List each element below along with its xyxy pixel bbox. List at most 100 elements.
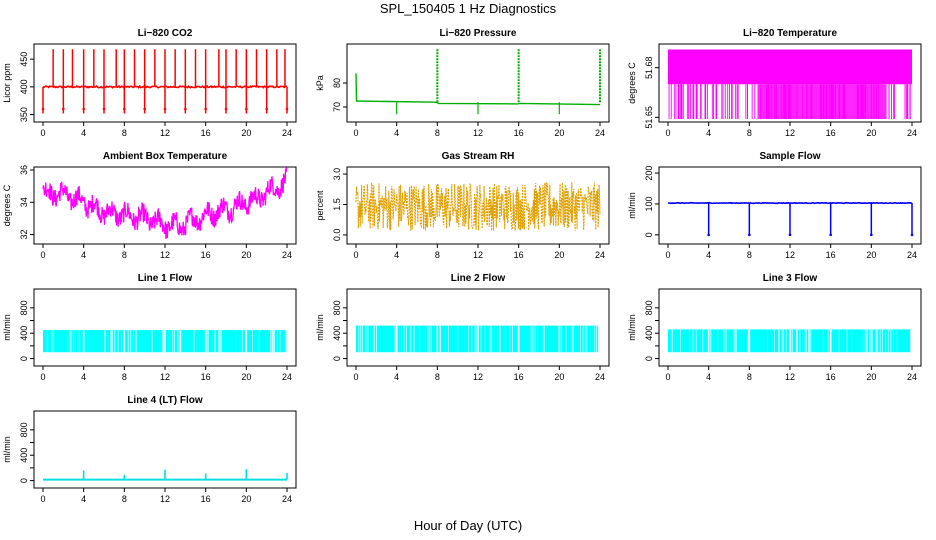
y-tick-label: 400	[19, 448, 29, 463]
data-point	[265, 107, 268, 111]
x-tick-label: 24	[907, 250, 917, 260]
x-tick-label: 16	[201, 372, 211, 382]
y-tick-label: 3.0	[332, 168, 342, 181]
data-point	[829, 233, 832, 237]
series-line	[42, 167, 288, 239]
data-band	[668, 49, 912, 85]
data-point	[123, 107, 126, 111]
y-tick-label: 100	[644, 196, 654, 211]
y-axis-label: ml/min	[2, 314, 12, 341]
data-series	[43, 328, 287, 357]
x-tick-label: 0	[40, 494, 45, 504]
y-axis-label: degrees C	[2, 184, 12, 226]
data-point	[204, 107, 207, 111]
x-tick-label: 4	[81, 372, 86, 382]
data-series	[355, 49, 601, 115]
x-tick-label: 20	[866, 128, 876, 138]
series-line	[355, 73, 601, 106]
y-tick-label: 0	[644, 356, 654, 361]
x-tick-label: 12	[785, 250, 795, 260]
y-tick-label: 200	[644, 166, 654, 181]
x-tick-label: 0	[353, 250, 358, 260]
panel-8: Line 3 Flow 0 4 8 12 16 20 24 0 400 800 ml/min	[627, 273, 922, 382]
x-tick-label: 8	[122, 494, 127, 504]
y-tick-label: 800	[19, 422, 29, 437]
data-point	[163, 107, 167, 111]
x-tick-label: 4	[706, 250, 711, 260]
x-tick-label: 24	[595, 128, 605, 138]
x-tick-label: 8	[435, 250, 440, 260]
y-tick-label: 80	[332, 78, 342, 88]
x-tick-label: 12	[160, 250, 170, 260]
y-tick-label: 450	[19, 52, 29, 67]
x-tick-label: 20	[241, 494, 251, 504]
data-point	[41, 107, 45, 111]
y-tick-label: 51.65	[644, 106, 654, 129]
data-band	[757, 84, 887, 119]
x-tick-label: 20	[241, 372, 251, 382]
y-tick-label: 400	[644, 326, 654, 341]
y-tick-label: 1.5	[332, 198, 342, 211]
data-point	[62, 107, 65, 111]
data-point	[870, 233, 873, 237]
panel-title: Li−820 Pressure	[440, 28, 517, 39]
data-point	[748, 233, 751, 237]
panel-title: Ambient Box Temperature	[103, 151, 228, 162]
y-axis-label: ml/min	[2, 436, 12, 463]
x-tick-label: 24	[282, 494, 292, 504]
data-point	[184, 107, 187, 111]
y-axis-label: ml/min	[627, 314, 637, 341]
panel-9: Line 4 (LT) Flow 0 4 8 12 16 20 24 0 400 800 ml/min	[2, 395, 297, 504]
x-tick-label: 16	[201, 250, 211, 260]
x-tick-label: 16	[826, 372, 836, 382]
x-tick-label: 0	[353, 372, 358, 382]
data-point	[82, 107, 85, 111]
x-tick-label: 20	[241, 250, 251, 260]
data-series	[668, 49, 912, 119]
x-tick-label: 12	[785, 372, 795, 382]
panel-4: Gas Stream RH 0 4 8 12 16 20 24 0.0 1.5 3.0 percent	[315, 151, 610, 260]
data-point	[910, 233, 914, 237]
main-title: SPL_150405 1 Hz Diagnostics	[379, 1, 557, 16]
x-tick-label: 0	[40, 250, 45, 260]
x-tick-label: 12	[473, 250, 483, 260]
x-tick-label: 0	[665, 372, 670, 382]
data-point	[788, 233, 792, 237]
x-tick-label: 12	[160, 494, 170, 504]
x-tick-label: 0	[40, 372, 45, 382]
data-series	[43, 469, 288, 481]
panel-2: Li−820 Temperature 0 4 8 12 16 20 24 51.65 51.68 d…	[627, 28, 922, 138]
data-point	[102, 107, 106, 111]
y-axis-label: Licor ppm	[2, 63, 12, 103]
x-tick-label: 24	[907, 128, 917, 138]
data-series	[668, 327, 912, 357]
x-tick-label: 12	[785, 128, 795, 138]
x-tick-label: 16	[826, 128, 836, 138]
x-tick-label: 0	[665, 128, 670, 138]
y-axis-label: degrees C	[627, 62, 637, 104]
panel-6: Line 1 Flow 0 4 8 12 16 20 24 0 400 800 ml/min	[2, 273, 297, 382]
x-tick-label: 4	[394, 128, 399, 138]
x-tick-label: 12	[160, 128, 170, 138]
x-tick-label: 0	[665, 250, 670, 260]
data-point	[707, 233, 710, 237]
x-tick-label: 24	[907, 372, 917, 382]
y-tick-label: 36	[19, 165, 29, 175]
x-tick-label: 4	[394, 372, 399, 382]
data-series	[355, 182, 601, 232]
x-tick-label: 0	[40, 128, 45, 138]
x-tick-label: 0	[353, 128, 358, 138]
y-tick-label: 0	[332, 356, 342, 361]
x-tick-label: 4	[81, 494, 86, 504]
data-series	[356, 323, 600, 357]
x-tick-label: 20	[866, 250, 876, 260]
x-tick-label: 20	[554, 372, 564, 382]
y-tick-label: 0	[19, 478, 29, 483]
data-series	[41, 49, 289, 114]
panel-title: Line 4 (LT) Flow	[127, 395, 203, 406]
x-tick-label: 8	[435, 128, 440, 138]
x-tick-label: 8	[435, 372, 440, 382]
y-tick-label: 400	[332, 326, 342, 341]
y-tick-label: 400	[19, 326, 29, 341]
